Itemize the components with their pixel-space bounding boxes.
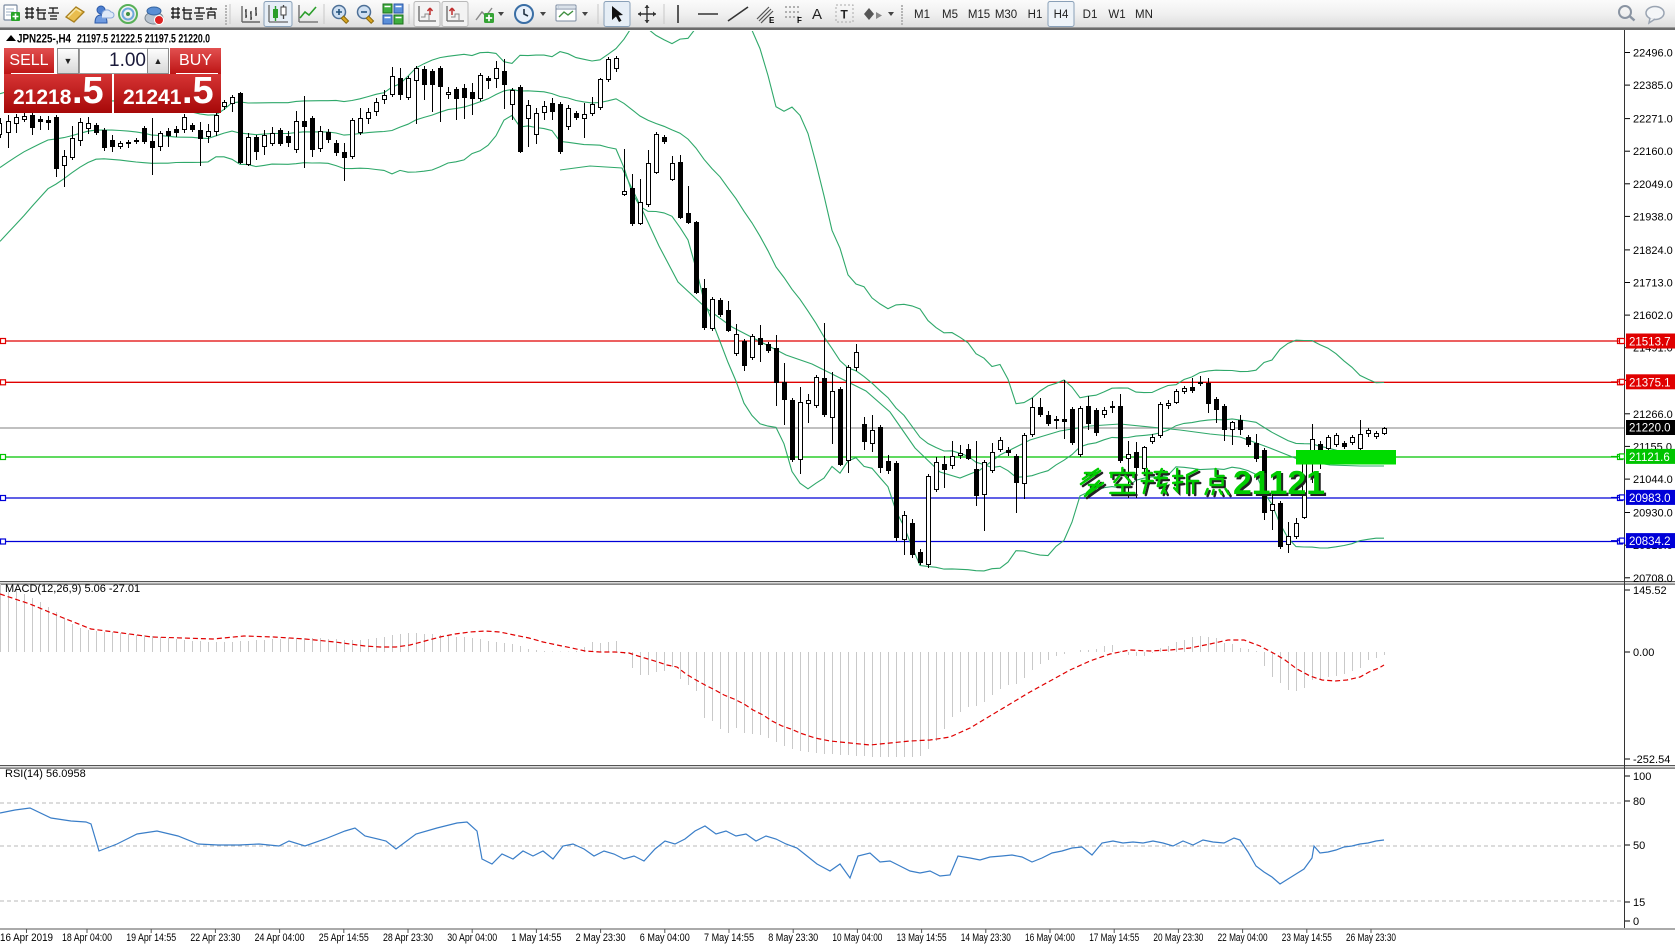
svg-text:18 Apr 04:00: 18 Apr 04:00	[62, 932, 112, 944]
svg-text:M15: M15	[968, 9, 990, 21]
svg-text:MACD(12,26,9) 5.06 -27.01: MACD(12,26,9) 5.06 -27.01	[5, 583, 140, 595]
svg-text:21824.0: 21824.0	[1633, 245, 1673, 257]
svg-text:30 Apr 04:00: 30 Apr 04:00	[447, 932, 497, 944]
svg-text:H4: H4	[1054, 9, 1069, 21]
svg-text:19 Apr 14:55: 19 Apr 14:55	[126, 932, 176, 944]
svg-text:MN: MN	[1135, 9, 1153, 21]
svg-text:M1: M1	[914, 9, 930, 21]
svg-text:100: 100	[1633, 771, 1651, 783]
svg-text:T: T	[841, 8, 849, 22]
svg-text:21121.6: 21121.6	[1629, 452, 1670, 464]
svg-text:-252.54: -252.54	[1633, 754, 1670, 766]
svg-text:20708.0: 20708.0	[1633, 573, 1673, 585]
svg-text:21375.1: 21375.1	[1629, 377, 1671, 389]
svg-text:28 Apr 23:30: 28 Apr 23:30	[383, 932, 433, 944]
svg-text:21197.5 21222.5 21197.5 21220.: 21197.5 21222.5 21197.5 21220.0	[77, 32, 210, 46]
svg-text:16 May 04:00: 16 May 04:00	[1025, 932, 1075, 944]
svg-text:50: 50	[1633, 840, 1645, 852]
svg-text:14 May 23:30: 14 May 23:30	[961, 932, 1011, 944]
svg-text:A: A	[812, 6, 822, 23]
svg-text:22160.0: 22160.0	[1633, 146, 1673, 158]
svg-text:8 May 23:30: 8 May 23:30	[768, 932, 818, 944]
svg-text:20930.0: 20930.0	[1633, 508, 1673, 520]
svg-text:22 Apr 23:30: 22 Apr 23:30	[190, 932, 240, 944]
svg-text:15: 15	[1633, 897, 1645, 909]
svg-text:M30: M30	[995, 9, 1017, 21]
svg-text:22496.0: 22496.0	[1633, 48, 1673, 60]
svg-text:26 May 23:30: 26 May 23:30	[1346, 932, 1396, 944]
svg-text:21938.0: 21938.0	[1633, 211, 1673, 223]
svg-text:80: 80	[1633, 796, 1645, 808]
svg-text:16 Apr 2019: 16 Apr 2019	[0, 932, 53, 944]
svg-text:22271.0: 22271.0	[1633, 114, 1673, 126]
svg-text:21121: 21121	[1235, 466, 1327, 503]
svg-text:7 May 14:55: 7 May 14:55	[704, 932, 754, 944]
svg-text:21121: 21121	[1233, 464, 1325, 501]
svg-text:2 May 23:30: 2 May 23:30	[576, 932, 626, 944]
svg-text:21266.0: 21266.0	[1633, 409, 1673, 421]
svg-text:10 May 04:00: 10 May 04:00	[832, 932, 882, 944]
svg-text:H1: H1	[1028, 9, 1043, 21]
svg-text:20 May 23:30: 20 May 23:30	[1153, 932, 1203, 944]
svg-text:23 May 14:55: 23 May 14:55	[1282, 932, 1332, 944]
svg-text:20983.0: 20983.0	[1629, 493, 1671, 505]
svg-text:M5: M5	[942, 9, 958, 21]
svg-text:F: F	[797, 16, 802, 25]
svg-text:21044.0: 21044.0	[1633, 474, 1673, 486]
svg-text:20834.2: 20834.2	[1629, 536, 1671, 548]
svg-text:25 Apr 14:55: 25 Apr 14:55	[319, 932, 369, 944]
svg-text:E: E	[769, 16, 775, 25]
svg-text:24 Apr 04:00: 24 Apr 04:00	[255, 932, 305, 944]
svg-text:22385.0: 22385.0	[1633, 80, 1673, 92]
svg-text:13 May 14:55: 13 May 14:55	[897, 932, 947, 944]
svg-text:21513.7: 21513.7	[1629, 337, 1671, 349]
svg-text:D1: D1	[1083, 9, 1098, 21]
svg-text:21602.0: 21602.0	[1633, 310, 1673, 322]
svg-text:0.00: 0.00	[1633, 647, 1654, 659]
svg-text:21713.0: 21713.0	[1633, 278, 1673, 290]
svg-text:W1: W1	[1108, 9, 1125, 21]
svg-text:17 May 14:55: 17 May 14:55	[1089, 932, 1139, 944]
svg-text:145.52: 145.52	[1633, 585, 1667, 597]
svg-text:RSI(14) 56.0958: RSI(14) 56.0958	[5, 768, 86, 780]
svg-text:6 May 04:00: 6 May 04:00	[640, 932, 690, 944]
svg-text:22 May 04:00: 22 May 04:00	[1218, 932, 1268, 944]
svg-text:0: 0	[1633, 916, 1639, 928]
svg-text:22049.0: 22049.0	[1633, 179, 1673, 191]
svg-text:1 May 14:55: 1 May 14:55	[511, 932, 561, 944]
svg-text:JPN225-,H4: JPN225-,H4	[17, 32, 71, 46]
svg-text:21220.0: 21220.0	[1629, 423, 1671, 435]
